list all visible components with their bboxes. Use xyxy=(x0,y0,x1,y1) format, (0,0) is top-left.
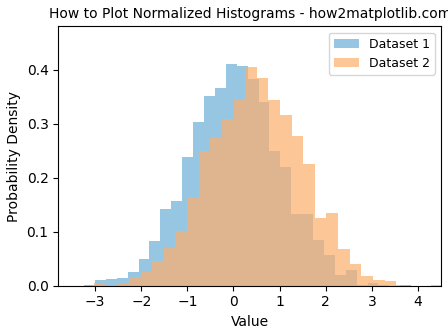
Bar xyxy=(245,67,257,286)
Bar xyxy=(302,214,313,286)
Bar xyxy=(303,165,315,286)
Bar xyxy=(280,115,292,286)
Bar xyxy=(396,285,408,286)
Bar xyxy=(128,272,138,286)
Bar xyxy=(367,284,379,286)
Bar xyxy=(357,285,367,286)
Bar xyxy=(350,264,362,286)
Bar xyxy=(129,277,141,286)
Bar xyxy=(384,282,396,286)
Bar xyxy=(84,285,95,286)
Bar xyxy=(362,276,373,286)
Bar xyxy=(258,102,269,286)
Bar xyxy=(106,285,117,286)
Bar xyxy=(313,240,324,286)
Bar xyxy=(204,96,215,286)
Bar xyxy=(335,276,346,286)
Bar xyxy=(315,218,327,286)
Bar xyxy=(193,122,204,286)
Bar xyxy=(138,259,150,286)
Bar xyxy=(248,79,258,286)
Bar xyxy=(182,157,193,286)
Bar xyxy=(401,285,411,286)
Bar xyxy=(215,88,226,286)
Bar xyxy=(233,100,245,286)
Bar xyxy=(222,119,233,286)
Bar xyxy=(257,78,268,286)
Bar xyxy=(431,285,443,286)
Bar xyxy=(187,197,199,286)
Bar xyxy=(176,231,187,286)
Bar xyxy=(164,248,176,286)
Bar xyxy=(280,167,291,286)
Bar xyxy=(210,136,222,286)
Bar xyxy=(152,261,164,286)
Bar xyxy=(199,151,210,286)
Bar xyxy=(268,100,280,286)
X-axis label: Value: Value xyxy=(231,315,269,329)
Legend: Dataset 1, Dataset 2: Dataset 1, Dataset 2 xyxy=(329,33,435,75)
Bar xyxy=(117,284,129,286)
Bar xyxy=(94,283,106,286)
Bar xyxy=(269,151,280,286)
Bar xyxy=(171,201,182,286)
Bar xyxy=(141,272,152,286)
Bar xyxy=(292,135,303,286)
Bar xyxy=(346,270,357,286)
Bar xyxy=(160,209,171,286)
Y-axis label: Probability Density: Probability Density xyxy=(7,90,21,221)
Bar xyxy=(150,241,160,286)
Bar xyxy=(95,280,106,286)
Title: How to Plot Normalized Histograms - how2matplotlib.com: How to Plot Normalized Histograms - how2… xyxy=(48,7,448,21)
Bar xyxy=(106,279,117,286)
Bar xyxy=(226,64,237,286)
Bar xyxy=(237,66,248,286)
Bar xyxy=(379,285,389,286)
Bar xyxy=(117,278,128,286)
Bar xyxy=(373,281,384,286)
Bar xyxy=(291,214,302,286)
Bar xyxy=(327,213,338,286)
Bar xyxy=(324,255,335,286)
Bar xyxy=(338,249,350,286)
